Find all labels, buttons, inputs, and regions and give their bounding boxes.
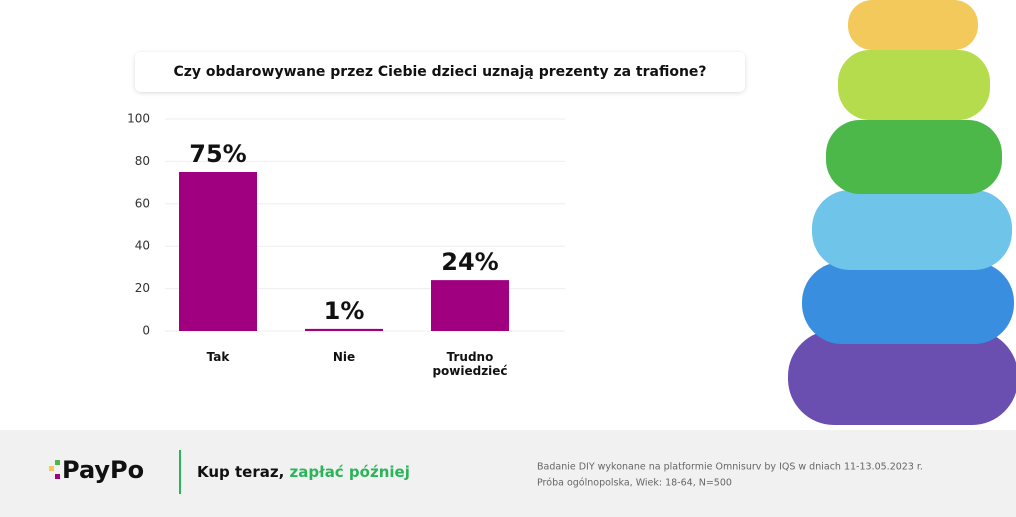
y-tick-label: 0	[142, 324, 150, 338]
tagline: Kup teraz, zapłać później	[197, 463, 410, 481]
logo-dot	[49, 466, 54, 471]
bar	[179, 172, 257, 331]
x-tick-label: Tak	[206, 350, 230, 364]
value-label: 24%	[441, 248, 498, 276]
footer-band	[0, 430, 1016, 517]
value-label: 75%	[189, 140, 246, 168]
logo-dot	[55, 460, 60, 465]
note: Badanie DIY wykonane na platformie Omnis…	[537, 462, 923, 473]
tagline-part: Kup teraz,	[197, 463, 284, 481]
note: Próba ogólnopolska, Wiek: 18-64, N=500	[537, 478, 732, 489]
title-box	[135, 52, 745, 92]
y-tick-label: 80	[135, 154, 150, 168]
value-label: 1%	[324, 297, 365, 325]
x-tick-label: Nie	[332, 350, 356, 364]
x-tick-label: Trudno powiedzieć	[432, 350, 508, 378]
chart-title: Czy obdarowywane przez Ciebie dzieci uzn…	[173, 64, 706, 80]
logo: PayPo	[62, 456, 144, 484]
toy-decoration	[788, 0, 1016, 425]
y-tick-label: 40	[135, 239, 150, 253]
bar	[305, 328, 383, 331]
y-tick-label: 20	[135, 281, 150, 295]
bar	[431, 280, 509, 331]
logo-dot	[55, 474, 60, 479]
y-tick-label: 60	[135, 196, 150, 210]
y-tick-label: 100	[127, 112, 150, 126]
tagline-part: zapłać później	[290, 463, 410, 481]
